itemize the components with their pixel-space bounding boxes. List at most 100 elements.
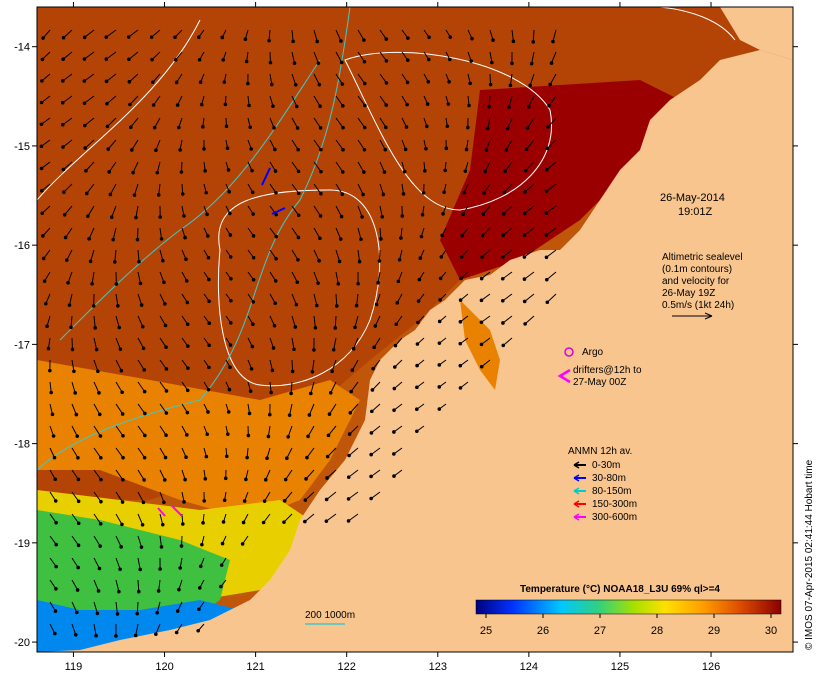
velocity-vector-head bbox=[162, 500, 166, 505]
velocity-vector bbox=[291, 161, 299, 172]
velocity-vector-head bbox=[441, 212, 445, 216]
velocity-vector-head bbox=[545, 300, 550, 305]
svg-text:26-May 19Z: 26-May 19Z bbox=[662, 288, 715, 299]
velocity-vector bbox=[137, 381, 146, 392]
velocity-vector bbox=[370, 469, 381, 477]
velocity-vector-head bbox=[207, 277, 211, 282]
velocity-vector-head bbox=[140, 522, 145, 527]
velocity-vector-head bbox=[87, 237, 91, 241]
velocity-vector bbox=[373, 337, 381, 348]
velocity-vector-head bbox=[74, 412, 79, 417]
velocity-vector bbox=[326, 491, 337, 500]
velocity-vector-head bbox=[109, 215, 114, 219]
velocity-vector-head bbox=[251, 255, 256, 260]
velocity-vector-head bbox=[52, 455, 57, 460]
velocity-vector-head bbox=[377, 259, 382, 263]
velocity-vector-head bbox=[447, 79, 451, 84]
velocity-vector bbox=[313, 183, 322, 195]
velocity-vector-head bbox=[244, 59, 249, 64]
velocity-vector bbox=[290, 381, 293, 394]
velocity-vector-head bbox=[75, 434, 80, 438]
velocity-vector-head bbox=[83, 146, 88, 150]
velocity-vector-head bbox=[360, 215, 364, 219]
velocity-vector bbox=[502, 337, 513, 346]
y-tick-label: -14 bbox=[14, 42, 30, 54]
velocity-vector-head bbox=[184, 257, 188, 262]
velocity-vector-head bbox=[186, 366, 190, 370]
velocity-vector bbox=[137, 447, 146, 458]
velocity-vector-head bbox=[339, 39, 343, 43]
velocity-vector-head bbox=[265, 456, 269, 460]
velocity-vector bbox=[313, 205, 321, 217]
velocity-vector-head bbox=[370, 388, 375, 392]
velocity-vector bbox=[159, 359, 167, 370]
velocity-vector-head bbox=[382, 170, 387, 174]
velocity-vector-head bbox=[246, 433, 251, 438]
velocity-vector-head bbox=[181, 522, 185, 526]
velocity-vector-head bbox=[348, 410, 353, 415]
velocity-vector-head bbox=[227, 387, 232, 392]
velocity-vector-head bbox=[544, 255, 549, 260]
velocity-vector-head bbox=[244, 477, 248, 482]
velocity-vector-head bbox=[371, 366, 375, 371]
velocity-vector-head bbox=[51, 434, 56, 438]
velocity-vector-head bbox=[90, 281, 94, 286]
velocity-vector bbox=[313, 249, 320, 261]
velocity-vector-head bbox=[228, 321, 233, 325]
velocity-vector-head bbox=[136, 589, 141, 594]
x-tick-label: 123 bbox=[429, 661, 447, 673]
velocity-vector-head bbox=[86, 214, 90, 218]
velocity-vector-head bbox=[41, 234, 45, 238]
velocity-vector-head bbox=[67, 303, 72, 307]
velocity-vector-head bbox=[135, 611, 140, 616]
svg-text:ANMN 12h av.: ANMN 12h av. bbox=[568, 446, 632, 457]
velocity-vector-head bbox=[340, 82, 345, 86]
velocity-vector bbox=[84, 117, 95, 126]
velocity-vector-head bbox=[466, 125, 470, 130]
velocity-vector bbox=[335, 139, 344, 151]
velocity-vector bbox=[335, 95, 344, 107]
velocity-vector-head bbox=[438, 298, 442, 302]
velocity-vector-head bbox=[184, 279, 189, 283]
velocity-vector bbox=[129, 95, 139, 105]
velocity-vector-head bbox=[415, 385, 419, 390]
velocity-vector-head bbox=[468, 81, 472, 86]
velocity-vector-head bbox=[223, 476, 228, 481]
velocity-vector bbox=[71, 623, 77, 635]
velocity-vector-head bbox=[384, 81, 389, 85]
velocity-vector-head bbox=[88, 259, 93, 264]
velocity-vector bbox=[326, 513, 337, 522]
velocity-vector-head bbox=[118, 347, 123, 351]
velocity-vector bbox=[356, 293, 359, 306]
velocity-vector-head bbox=[141, 346, 146, 351]
velocity-vector-head bbox=[154, 632, 158, 637]
velocity-vector bbox=[547, 117, 557, 128]
velocity-vector bbox=[93, 513, 102, 525]
velocity-vector-head bbox=[416, 320, 420, 325]
x-tick-label: 125 bbox=[611, 661, 629, 673]
velocity-vector bbox=[527, 117, 535, 129]
velocity-vector bbox=[524, 315, 535, 325]
velocity-vector bbox=[154, 117, 161, 128]
velocity-vector bbox=[547, 139, 557, 149]
velocity-vector bbox=[151, 29, 161, 38]
velocity-vector-head bbox=[330, 369, 334, 374]
velocity-vector-head bbox=[404, 125, 409, 129]
velocity-vector-head bbox=[306, 434, 310, 439]
velocity-vector-head bbox=[203, 477, 208, 481]
velocity-vector bbox=[505, 139, 513, 151]
velocity-vector-head bbox=[201, 521, 205, 525]
colorbar-tick-label: 25 bbox=[480, 625, 492, 637]
velocity-vector bbox=[370, 491, 381, 499]
velocity-vector-head bbox=[185, 322, 190, 327]
drifter-arrow-blue-2 bbox=[271, 207, 286, 215]
velocity-vector bbox=[107, 117, 117, 127]
isobath-legend: 200 1000m bbox=[305, 610, 355, 625]
velocity-vector bbox=[115, 601, 118, 614]
velocity-vector-head bbox=[39, 144, 44, 149]
velocity-vector-head bbox=[470, 36, 474, 41]
velocity-vector-head bbox=[184, 433, 189, 437]
velocity-vector-head bbox=[439, 255, 444, 259]
velocity-vector-head bbox=[403, 147, 408, 152]
svg-text:200 1000m: 200 1000m bbox=[305, 610, 355, 621]
